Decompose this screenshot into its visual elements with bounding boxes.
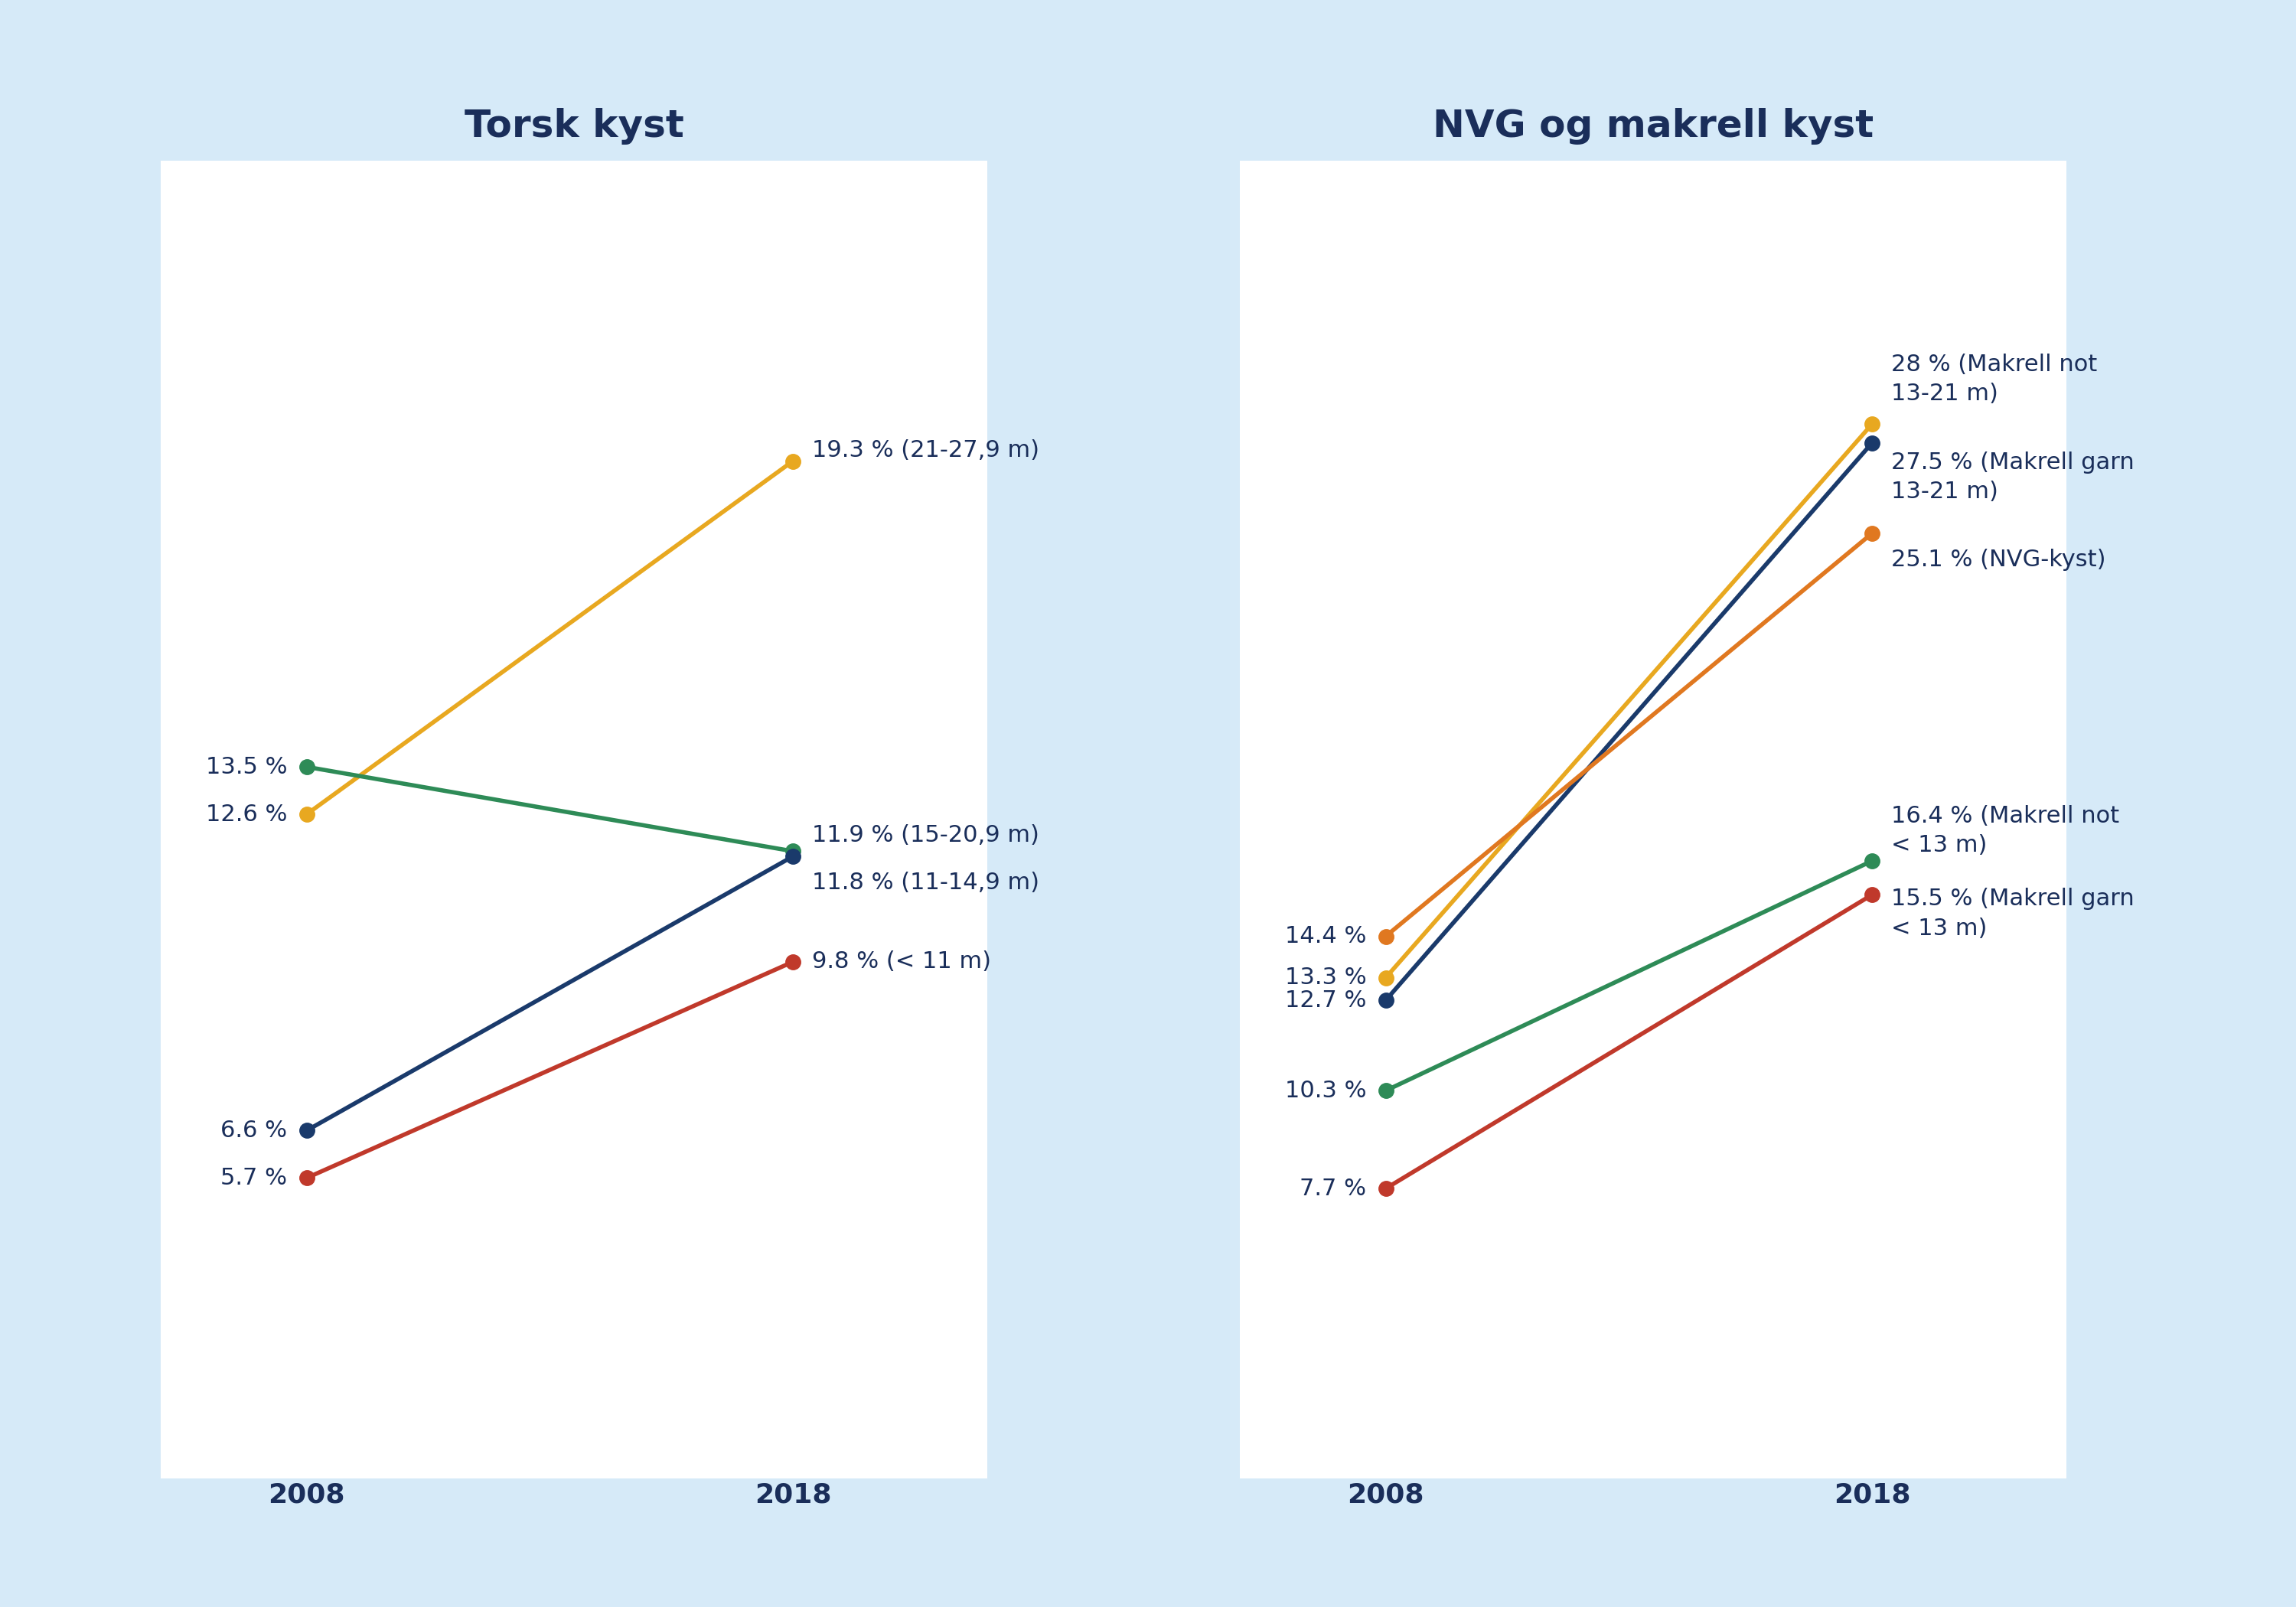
Text: 12.7 %: 12.7 %	[1286, 990, 1366, 1011]
Text: 11.8 % (11-14,9 m): 11.8 % (11-14,9 m)	[813, 871, 1040, 893]
Text: 13.5 %: 13.5 %	[207, 755, 287, 778]
Text: 5.7 %: 5.7 %	[220, 1167, 287, 1189]
Text: 13.3 %: 13.3 %	[1286, 966, 1366, 988]
Text: 10.3 %: 10.3 %	[1286, 1080, 1366, 1102]
Text: 16.4 % (Makrell not
< 13 m): 16.4 % (Makrell not < 13 m)	[1892, 805, 2119, 857]
Text: 15.5 % (Makrell garn
< 13 m): 15.5 % (Makrell garn < 13 m)	[1892, 889, 2135, 940]
Text: 11.9 % (15-20,9 m): 11.9 % (15-20,9 m)	[813, 824, 1040, 847]
Text: 14.4 %: 14.4 %	[1286, 926, 1366, 948]
Title: NVG og makrell kyst: NVG og makrell kyst	[1433, 108, 1874, 145]
Text: 12.6 %: 12.6 %	[207, 804, 287, 826]
Text: 28 % (Makrell not
13-21 m): 28 % (Makrell not 13-21 m)	[1892, 354, 2099, 405]
Title: Torsk kyst: Torsk kyst	[464, 108, 684, 145]
Text: 6.6 %: 6.6 %	[220, 1120, 287, 1141]
Text: 27.5 % (Makrell garn
13-21 m): 27.5 % (Makrell garn 13-21 m)	[1892, 452, 2135, 503]
Text: 7.7 %: 7.7 %	[1300, 1178, 1366, 1200]
Text: 25.1 % (NVG-kyst): 25.1 % (NVG-kyst)	[1892, 548, 2105, 570]
Text: 9.8 % (< 11 m): 9.8 % (< 11 m)	[813, 951, 992, 972]
Text: 19.3 % (21-27,9 m): 19.3 % (21-27,9 m)	[813, 439, 1040, 461]
